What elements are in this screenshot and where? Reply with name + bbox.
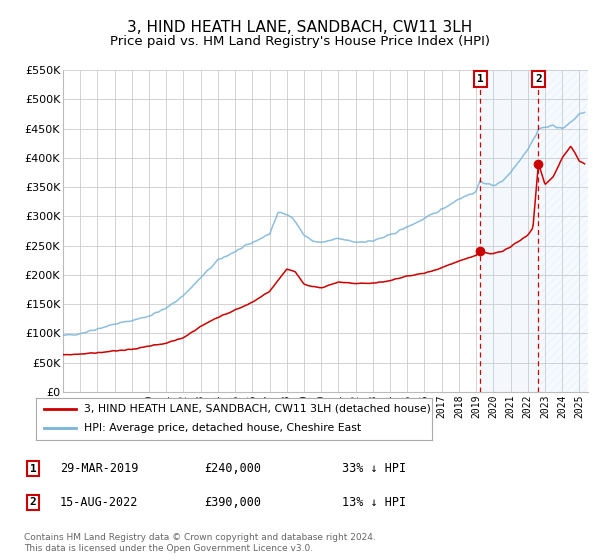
Text: £240,000: £240,000 xyxy=(204,462,261,475)
Text: HPI: Average price, detached house, Cheshire East: HPI: Average price, detached house, Ches… xyxy=(83,423,361,433)
Text: 2: 2 xyxy=(535,74,542,84)
Text: 3, HIND HEATH LANE, SANDBACH, CW11 3LH (detached house): 3, HIND HEATH LANE, SANDBACH, CW11 3LH (… xyxy=(83,404,430,414)
Text: Contains HM Land Registry data © Crown copyright and database right 2024.
This d: Contains HM Land Registry data © Crown c… xyxy=(24,533,376,553)
Bar xyxy=(480,70,538,392)
Text: 29-MAR-2019: 29-MAR-2019 xyxy=(60,462,139,475)
Text: 3, HIND HEATH LANE, SANDBACH, CW11 3LH: 3, HIND HEATH LANE, SANDBACH, CW11 3LH xyxy=(127,20,473,35)
Text: Price paid vs. HM Land Registry's House Price Index (HPI): Price paid vs. HM Land Registry's House … xyxy=(110,35,490,48)
Text: 33% ↓ HPI: 33% ↓ HPI xyxy=(342,462,406,475)
Text: 1: 1 xyxy=(29,464,37,474)
Text: 15-AUG-2022: 15-AUG-2022 xyxy=(60,496,139,509)
Text: 13% ↓ HPI: 13% ↓ HPI xyxy=(342,496,406,509)
Text: 1: 1 xyxy=(476,74,484,84)
Text: 2: 2 xyxy=(29,497,37,507)
Text: £390,000: £390,000 xyxy=(204,496,261,509)
Bar xyxy=(538,70,588,392)
